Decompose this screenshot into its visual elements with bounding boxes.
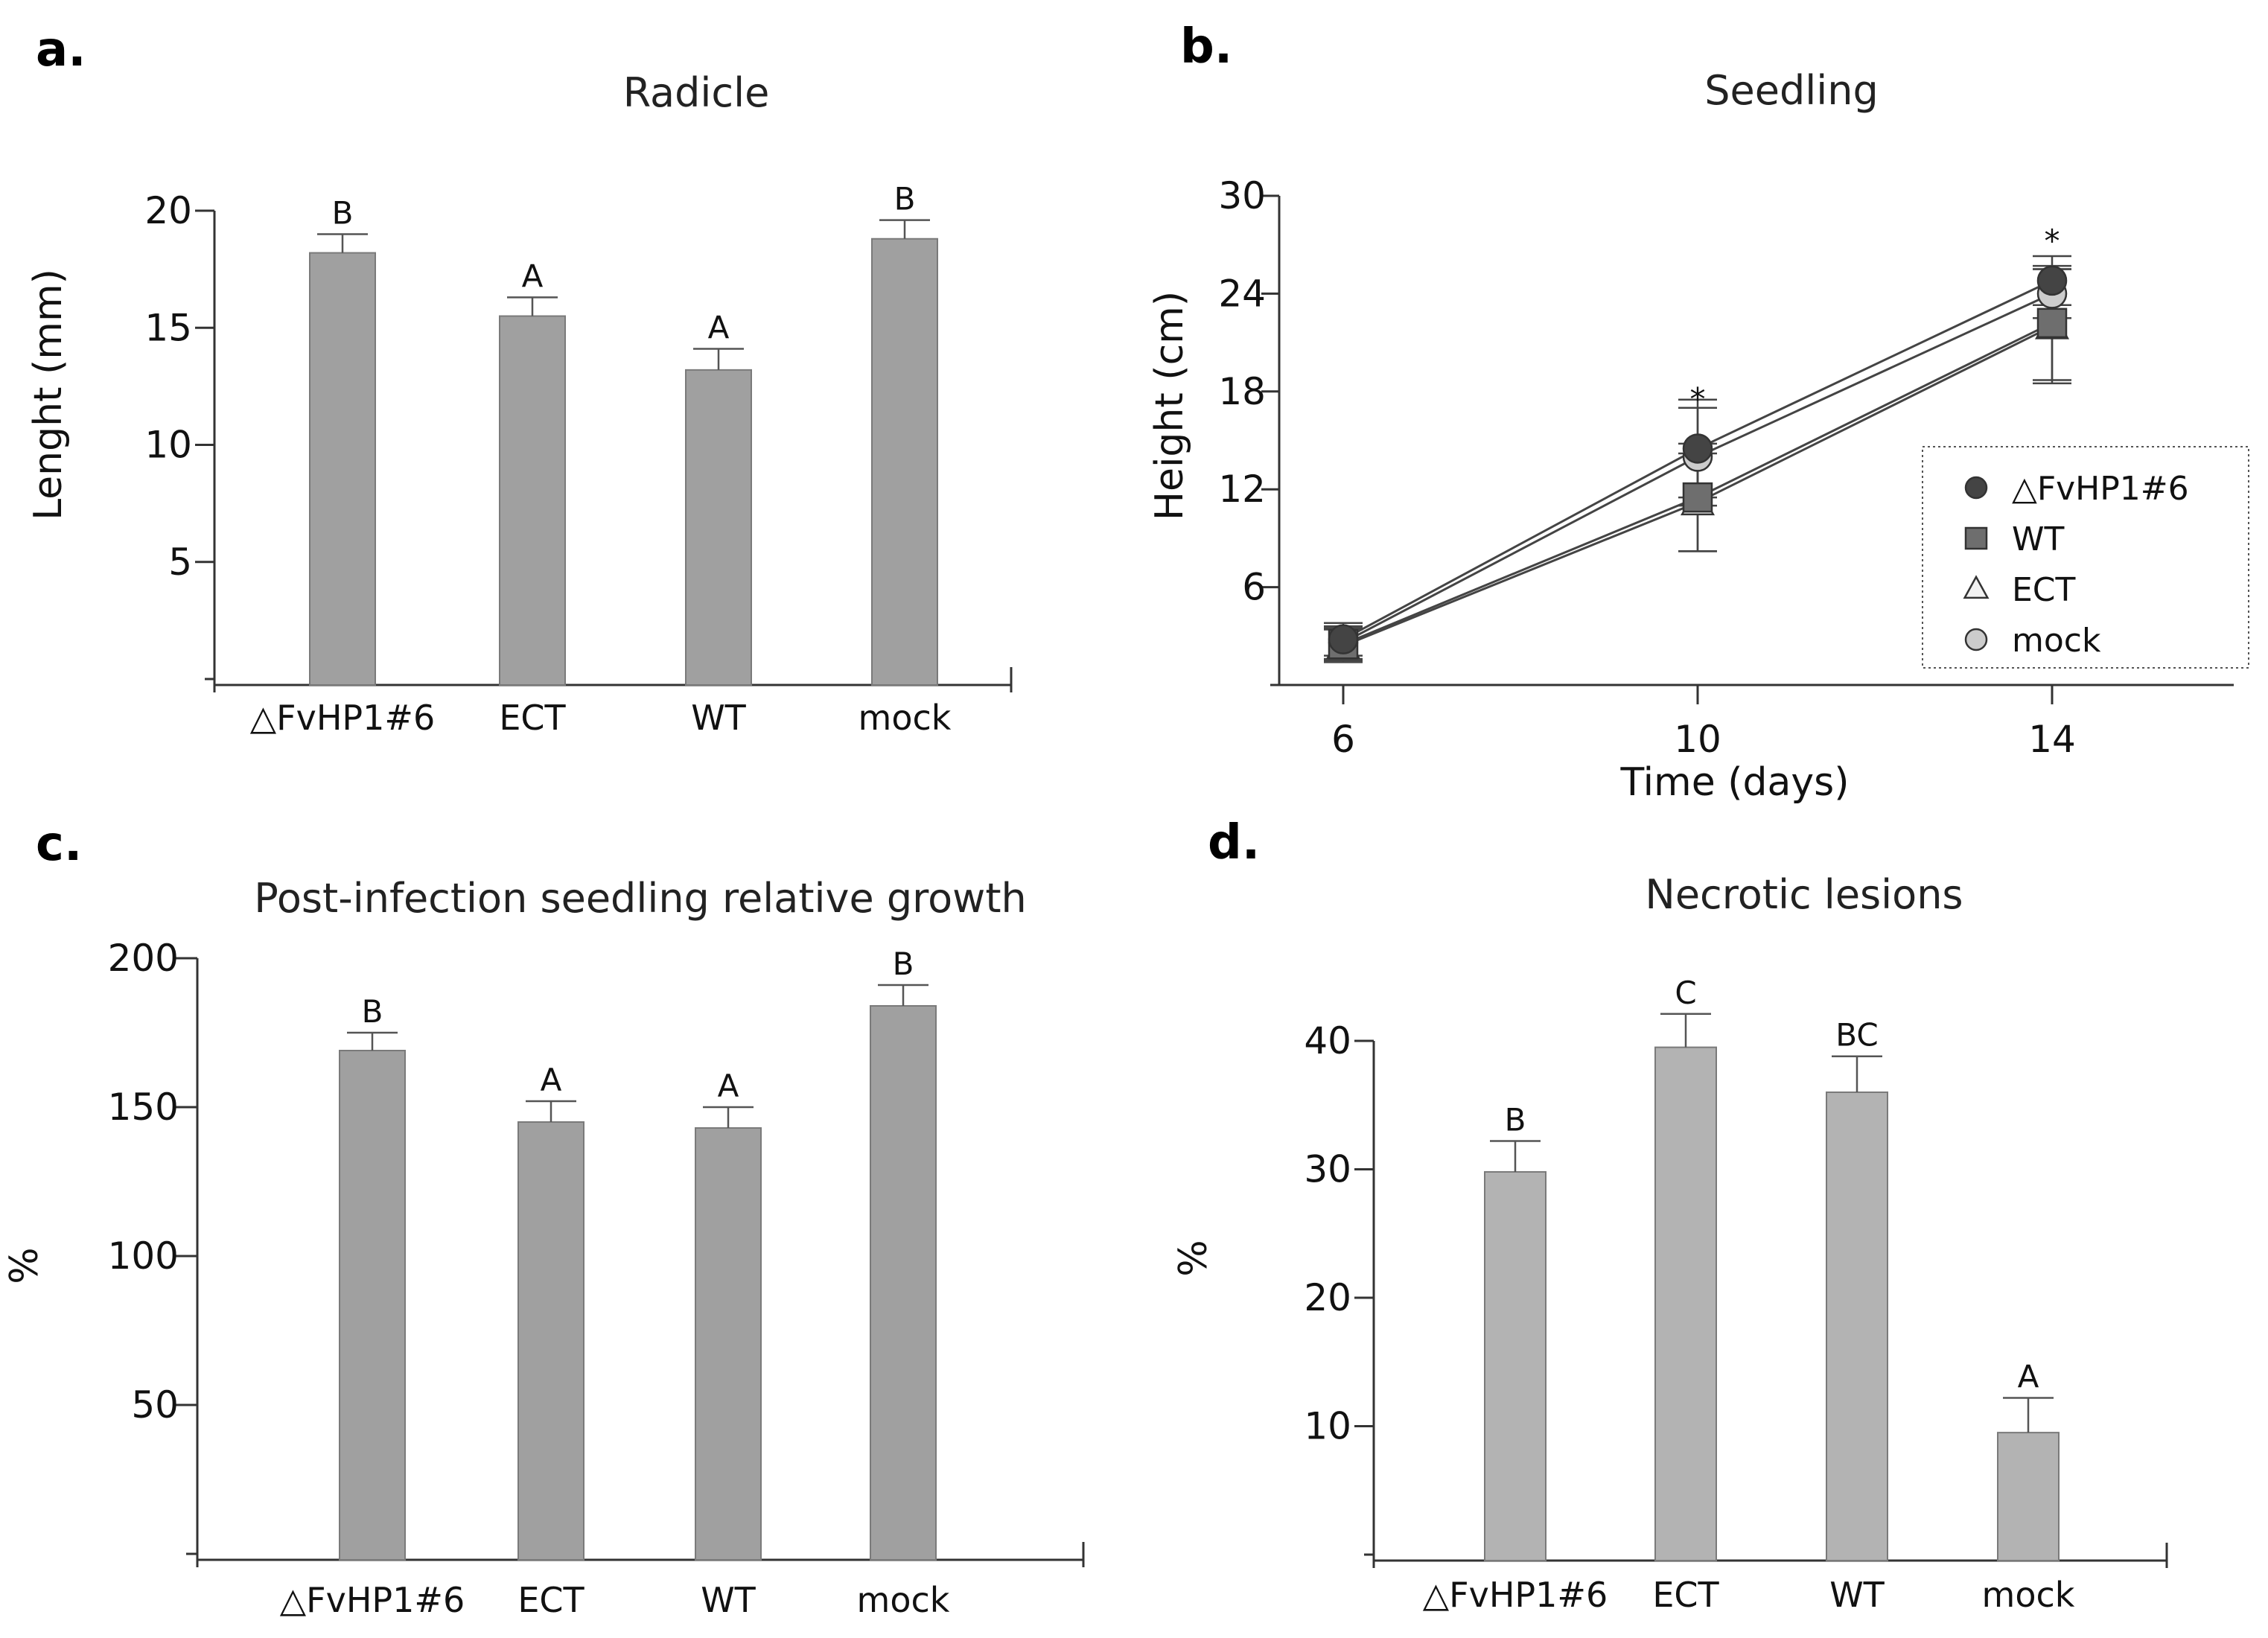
y-tick-label: 30 [1304,1148,1351,1191]
y-tick-label: 200 [108,937,179,980]
bar [499,315,566,686]
y-tick-label: 10 [1304,1405,1351,1448]
y-axis-title: Lenght (mm) [26,269,71,520]
data-point [1963,575,1990,599]
significance-letter: A [2018,1359,2039,1395]
y-tick-label: 150 [108,1086,179,1129]
y-axis-title: % [2,1247,47,1284]
significance-letter: B [893,946,914,982]
data-point [2036,265,2068,296]
significance-letter: A [708,310,730,346]
legend-label: mock [2012,622,2101,660]
panel-c: c. Post-infection seedling relative growt… [2,817,1085,1620]
data-point [1328,624,1359,654]
y-tick-label: 12 [1218,468,1266,511]
category-label: mock [859,698,952,738]
category-label: mock [857,1580,950,1620]
significance-star: * [1690,381,1706,418]
bar [1997,1432,2060,1561]
category-label: △FvHP1#6 [280,1580,465,1620]
bar [339,1050,406,1561]
significance-letter: A [541,1062,562,1098]
y-axis-title: % [1171,1240,1216,1276]
x-axis-title: Time (days) [1619,760,1849,805]
significance-letter: B [894,181,916,217]
panel-a: a. Radicle Lenght (mm) 5 10 15 20 B △FvHP1#6 A ECT… [26,22,1013,738]
y-tick-label: 18 [1218,370,1266,413]
chart-title: Seedling [1704,67,1879,114]
panel-letter: c. [36,817,82,872]
panel-d: d. Necrotic lesions% 10 20 30 40 B △FvHP1#6 C ECT… [1171,815,2168,1615]
significance-letter: B [362,993,383,1030]
chart-title: Post-infection seedling relative growth [254,875,1027,922]
data-point [2036,307,2068,339]
y-tick-label: 24 [1218,272,1266,315]
y-tick-label: 40 [1304,1019,1351,1062]
y-tick-label: 30 [1218,174,1266,217]
significance-letter: B [332,194,354,231]
y-tick-label: 50 [131,1383,179,1427]
data-point [1964,628,1988,651]
legend-label: ECT [2012,571,2076,609]
x-tick-label: 10 [1674,718,1721,761]
x-tick-label: 14 [2028,718,2076,761]
bar [309,252,376,686]
y-tick-label: 20 [144,189,192,232]
legend-label: △FvHP1#6 [2012,470,2189,508]
category-label: ECT [517,1580,584,1620]
bar [517,1121,584,1561]
bar [1484,1170,1546,1561]
bar [871,238,938,686]
bar [695,1127,762,1561]
y-tick-label: 5 [168,541,192,584]
chart-title: Necrotic lesions [1645,871,1963,918]
chart-title: Radicle [623,69,770,116]
legend-label: WT [2012,520,2065,558]
panel-letter: a. [36,22,86,77]
category-label: △FvHP1#6 [250,698,435,738]
y-axis-title: Height (cm) [1147,291,1192,520]
data-point [1964,476,1988,500]
significance-star: * [2045,223,2060,259]
bar [1826,1092,1888,1561]
category-label: △FvHP1#6 [1423,1575,1608,1615]
y-tick-label: 6 [1242,566,1266,609]
bar [870,1005,937,1561]
y-tick-label: 20 [1304,1276,1351,1319]
category-label: WT [1829,1575,1885,1615]
y-tick-label: 15 [144,306,192,349]
bar [1654,1046,1717,1561]
significance-letter: A [522,258,544,294]
category-label: WT [691,698,746,738]
panel-b: b. Seedling Height (cm) 6 12 18 24 30 6 10 14 Time … [1147,19,2249,805]
significance-letter: A [718,1068,739,1104]
significance-letter: B [1505,1102,1526,1138]
significance-letter: BC [1835,1017,1878,1054]
x-tick-label: 6 [1331,718,1355,761]
y-tick-label: 10 [144,424,192,467]
category-label: ECT [1652,1575,1719,1615]
panel-letter: b. [1180,19,1232,74]
data-point [1964,526,1988,550]
panel-letter: d. [1208,815,1260,870]
category-label: ECT [499,698,566,738]
significance-letter: C [1675,975,1696,1011]
data-point [1682,433,1713,464]
category-label: WT [701,1580,756,1620]
data-point [1682,482,1713,513]
y-tick-label: 100 [108,1234,179,1278]
category-label: mock [1982,1575,2075,1615]
bar [685,369,752,686]
